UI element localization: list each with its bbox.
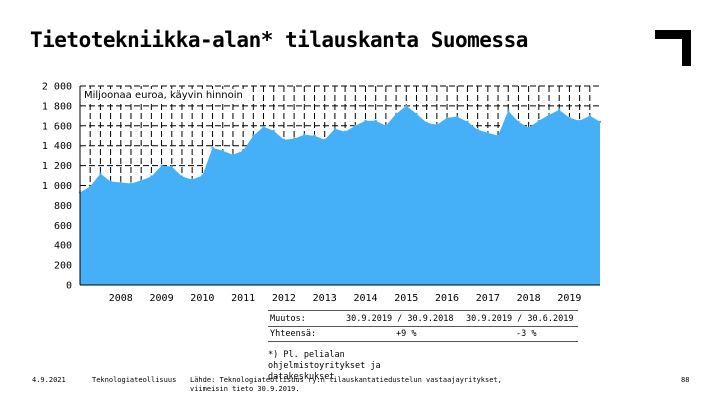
table-rule-mid [268,326,578,327]
data-point [99,172,102,175]
data-point [578,119,581,123]
data-point [507,109,510,113]
y-tick-label: 1 600 [42,121,72,132]
data-point [537,119,541,123]
data-point [405,104,408,108]
data-point [292,137,296,140]
data-point [384,124,388,128]
order-backlog-area [80,105,600,286]
footer-org: Teknologiateollisuus [92,376,177,384]
chart-annotation: Miljoonaa euroa, käyvin hinnoin [84,90,243,101]
data-point [343,130,347,133]
y-tick-label: 800 [54,201,72,212]
table-row1-label: Muutos: [270,314,306,324]
data-point [231,153,235,156]
data-point [303,133,306,136]
data-point [568,116,571,120]
x-tick-label: 2008 [109,293,133,304]
table-row2-label: Yhteensä: [270,329,317,339]
x-tick-label: 2009 [150,293,174,304]
data-point [313,134,316,137]
annotation-background [84,89,247,101]
data-point [466,120,469,124]
data-point [88,185,92,188]
data-point [425,121,428,125]
y-tick-label: 400 [54,241,72,252]
footer-source: Lähde: Teknologiateollisuus ry:n tilausk… [190,376,502,394]
y-tick-label: 2 000 [42,82,72,93]
x-tick-label: 2014 [353,293,377,304]
data-point [476,128,479,131]
data-point [333,127,337,130]
data-point [272,129,275,132]
data-point [486,131,490,134]
y-tick-label: 1 000 [42,181,72,192]
data-point [354,124,357,128]
table-row2-col2: -3 % [516,329,537,339]
data-point [190,178,194,181]
x-tick-label: 2016 [435,293,459,304]
data-point [160,164,163,167]
data-point [496,134,500,137]
x-tick-label: 2015 [394,293,418,304]
data-point [180,175,184,178]
data-point [323,138,326,141]
data-point [262,125,265,128]
data-point [394,112,398,116]
data-point [456,115,459,119]
x-tick-label: 2011 [231,293,255,304]
footer-date: 4.9.2021 [32,376,66,384]
x-tick-label: 2017 [476,293,500,304]
y-tick-label: 0 [66,281,72,292]
y-tick-label: 1 200 [42,161,72,172]
data-point [119,181,122,184]
data-point [527,126,530,129]
data-point [221,149,224,152]
x-tick-label: 2018 [517,293,541,304]
data-point [588,114,592,118]
x-tick-label: 2010 [190,293,214,304]
y-tick-label: 200 [54,261,72,272]
data-point [170,165,173,168]
data-point [241,149,245,152]
data-point [374,119,377,123]
data-point [211,146,214,149]
data-point [139,179,143,182]
data-point [252,134,255,137]
data-point [201,174,204,177]
table-row1-col2: 30.9.2019 / 30.6.2019 [466,314,574,324]
data-point [598,120,602,124]
footer-source-line1: Lähde: Teknologiateollisuus ry:n tilausk… [190,376,502,384]
data-point [150,175,153,178]
page-number: 88 [681,376,690,384]
table-row1-col1: 30.9.2019 / 30.9.2018 [346,314,454,324]
table-rule-top [268,310,578,311]
data-point [445,116,449,120]
data-point [415,112,418,116]
y-tick-label: 1 400 [42,141,72,152]
corner-bracket-logo-icon [655,30,691,66]
data-point [282,138,286,141]
table-rule-bottom [268,341,578,342]
table-row2-col1: +9 % [396,329,417,339]
page-title: Tietotekniikka-alan* tilauskanta Suomess… [30,28,528,52]
y-tick-label: 600 [54,221,72,232]
footer-source-line2: viimeisin tieto 30.9.2019. [190,385,300,393]
data-point [558,108,561,112]
data-point [364,119,367,123]
data-point [129,182,133,185]
y-tick-label: 1 800 [42,101,72,112]
data-point [109,180,112,183]
data-point [547,113,551,117]
data-point [435,123,439,127]
data-point [517,120,520,124]
x-tick-label: 2012 [272,293,296,304]
x-tick-label: 2013 [313,293,337,304]
x-tick-label: 2019 [557,293,581,304]
footnote: *) Pl. pelialan ohjelmistoyritykset ja d… [268,350,381,382]
